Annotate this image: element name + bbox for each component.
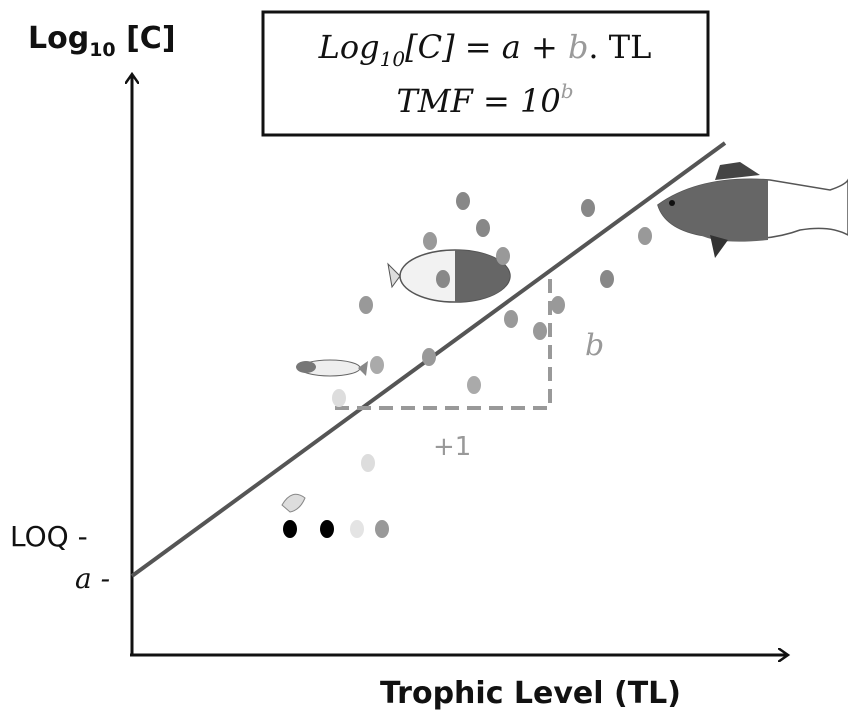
dot <box>320 520 334 538</box>
dot <box>581 199 595 217</box>
dot <box>551 296 565 314</box>
y-axis-label: Log10 [C] <box>28 21 176 61</box>
loq-label: LOQ - <box>10 520 88 553</box>
dot <box>350 520 364 538</box>
dot <box>359 296 373 314</box>
dot <box>456 192 470 210</box>
dot <box>496 247 510 265</box>
dot <box>476 219 490 237</box>
dot <box>422 348 436 366</box>
dots <box>283 192 652 538</box>
intercept-label: a - <box>75 562 110 595</box>
dot <box>361 454 375 472</box>
slope-triangle <box>335 272 552 410</box>
slope-label: b <box>585 328 604 363</box>
dot <box>638 227 652 245</box>
fish-small <box>296 359 368 377</box>
dot <box>504 310 518 328</box>
fish-flatfish <box>387 249 511 303</box>
dot <box>283 520 297 538</box>
formula-line1: Log10[C] = a + b. TL <box>318 28 652 71</box>
dot <box>332 389 346 407</box>
x-axis-label: Trophic Level (TL) <box>380 676 681 711</box>
formula-line2: TMF = 10b <box>397 79 574 120</box>
step-label: +1 <box>433 432 471 462</box>
dot <box>370 356 384 374</box>
dot <box>423 232 437 250</box>
fish-large <box>657 162 848 258</box>
dot <box>600 270 614 288</box>
dot <box>467 376 481 394</box>
shrimp <box>281 493 306 513</box>
dot <box>375 520 389 538</box>
formula-box <box>261 10 710 137</box>
dot <box>436 270 450 288</box>
dot <box>533 322 547 340</box>
